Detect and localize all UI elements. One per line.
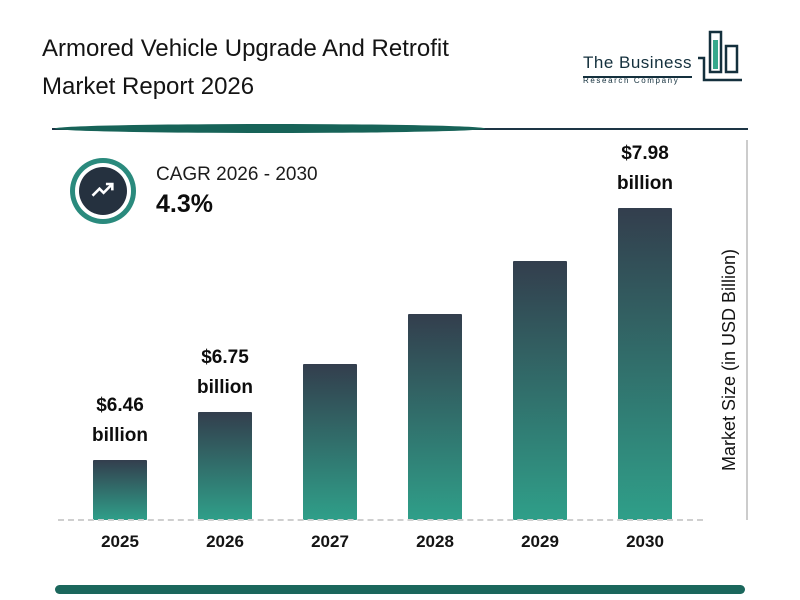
plot-area: $6.46 billion $6.75 billion $7.98 billion <box>70 135 695 520</box>
x-axis-line <box>58 519 703 521</box>
bar-column-2030: $7.98 billion <box>595 139 695 520</box>
x-tick-label: 2028 <box>416 532 454 551</box>
trend-up-arrow <box>91 182 114 197</box>
bar-column-2028 <box>385 314 485 520</box>
cagr-value: 4.3% <box>156 189 213 218</box>
logo-subtitle: Research Company <box>583 76 680 85</box>
trend-up-icon-gap <box>75 163 131 219</box>
cagr-text: CAGR 2026 - 2030 4.3% <box>156 164 318 219</box>
bar-2027 <box>303 364 357 520</box>
bar-value-label: $6.46 billion <box>92 395 148 446</box>
cagr-label: CAGR 2026 - 2030 <box>156 163 318 185</box>
y-axis-line <box>746 140 748 520</box>
logo-text: The Business Research Company <box>583 53 692 85</box>
trend-up-icon <box>70 158 136 224</box>
bar-2025 <box>93 460 147 520</box>
x-tick-label: 2027 <box>311 532 349 551</box>
cagr-badge: CAGR 2026 - 2030 4.3% <box>70 158 318 224</box>
bar-column-2026: $6.75 billion <box>175 343 275 520</box>
header-divider-lens <box>55 124 485 133</box>
bar-column-2029 <box>490 261 590 520</box>
bar-column-2025: $6.46 billion <box>70 391 170 520</box>
bar-2028 <box>408 314 462 520</box>
bar-column-2027 <box>280 364 380 520</box>
bar-value-label: $7.98 billion <box>617 143 673 194</box>
y-axis-label: Market Size (in USD Billion) <box>719 248 739 472</box>
page-title-line2: Market Report 2026 <box>42 73 255 100</box>
logo-bars-icon <box>698 30 742 82</box>
x-tick-label: 2029 <box>521 532 559 551</box>
x-axis: 2025 2026 2027 2028 2029 2030 <box>70 532 695 552</box>
bar-value-label: $6.75 billion <box>197 347 253 398</box>
trend-up-icon-core <box>79 167 127 215</box>
x-tick-label: 2030 <box>626 532 664 551</box>
x-tick-label: 2026 <box>206 532 244 551</box>
bar-2029 <box>513 261 567 520</box>
page-title-line1: Armored Vehicle Upgrade And Retrofit <box>42 35 449 62</box>
footer-bar <box>55 585 745 594</box>
x-tick-label: 2025 <box>101 532 139 551</box>
company-logo: The Business Research Company <box>583 28 748 85</box>
bar-2026 <box>198 412 252 520</box>
bar-2030 <box>618 208 672 520</box>
page-title: Armored Vehicle Upgrade And Retrofit Mar… <box>42 30 449 106</box>
logo-name: The Business <box>583 53 692 72</box>
